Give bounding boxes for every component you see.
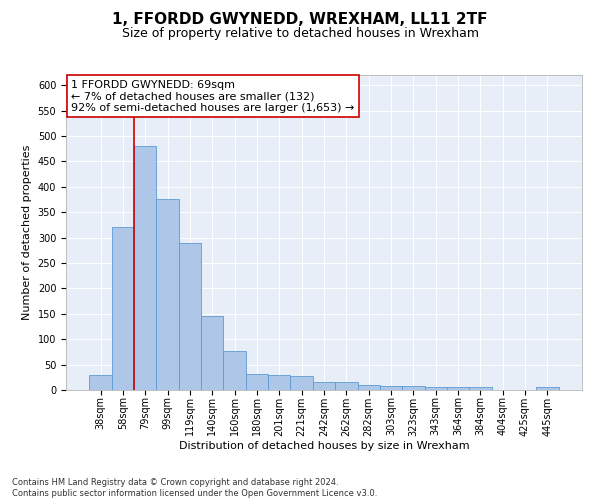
Bar	[157, 200, 179, 390]
Bar	[134, 146, 157, 390]
Bar	[89, 375, 112, 390]
X-axis label: Distribution of detached houses by size in Wrexham: Distribution of detached houses by size …	[179, 441, 469, 451]
Bar	[246, 374, 268, 390]
Text: Size of property relative to detached houses in Wrexham: Size of property relative to detached ho…	[121, 28, 479, 40]
Bar	[112, 228, 134, 390]
Y-axis label: Number of detached properties: Number of detached properties	[22, 145, 32, 320]
Bar	[335, 382, 358, 390]
Bar	[536, 388, 559, 390]
Bar	[290, 376, 313, 390]
Text: 1 FFORDD GWYNEDD: 69sqm
← 7% of detached houses are smaller (132)
92% of semi-de: 1 FFORDD GWYNEDD: 69sqm ← 7% of detached…	[71, 80, 355, 113]
Bar	[201, 316, 223, 390]
Text: 1, FFORDD GWYNEDD, WREXHAM, LL11 2TF: 1, FFORDD GWYNEDD, WREXHAM, LL11 2TF	[112, 12, 488, 28]
Bar	[447, 388, 469, 390]
Bar	[402, 386, 425, 390]
Text: Contains HM Land Registry data © Crown copyright and database right 2024.
Contai: Contains HM Land Registry data © Crown c…	[12, 478, 377, 498]
Bar	[313, 382, 335, 390]
Bar	[469, 388, 491, 390]
Bar	[268, 376, 290, 390]
Bar	[179, 242, 201, 390]
Bar	[358, 386, 380, 390]
Bar	[223, 352, 246, 390]
Bar	[425, 388, 447, 390]
Bar	[380, 386, 402, 390]
